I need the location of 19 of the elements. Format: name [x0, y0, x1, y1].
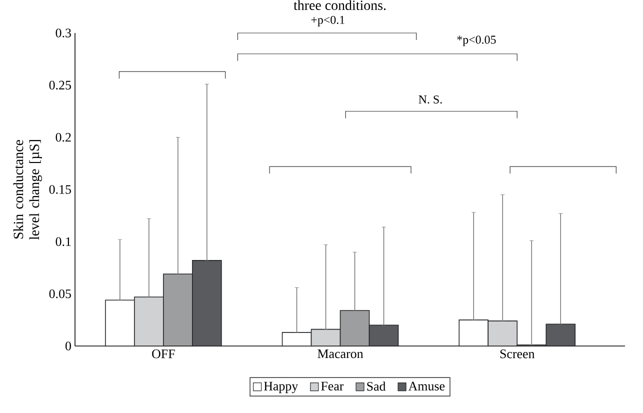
y-tick-label: 0.25: [49, 80, 71, 90]
legend-label: Fear: [321, 382, 344, 390]
x-tick-label: Screen: [500, 350, 535, 358]
legend-label: Sad: [367, 382, 386, 391]
legend-label: Amuse: [408, 382, 445, 390]
text: +p<0.1: [311, 16, 344, 26]
y-tick-label: 0.15: [49, 185, 71, 194]
x-tick-label: Macaron: [318, 350, 364, 358]
chart-title: three conditions.: [294, 0, 386, 10]
y-tick-label: 0: [66, 342, 71, 350]
y-tick-label: 0.05: [49, 289, 71, 298]
annotation: *p<0.05: [457, 36, 496, 46]
annotation: N. S.: [418, 95, 442, 104]
x-tick-label: OFF: [152, 350, 175, 358]
y-tick-label: 0.3: [56, 28, 71, 38]
legend-label: Happy: [264, 382, 298, 394]
y-tick-label: 0.2: [56, 132, 71, 142]
y-tick-label: 0.1: [56, 237, 71, 246]
y-axis-title: Skin conductance level change [µS]: [13, 140, 42, 240]
